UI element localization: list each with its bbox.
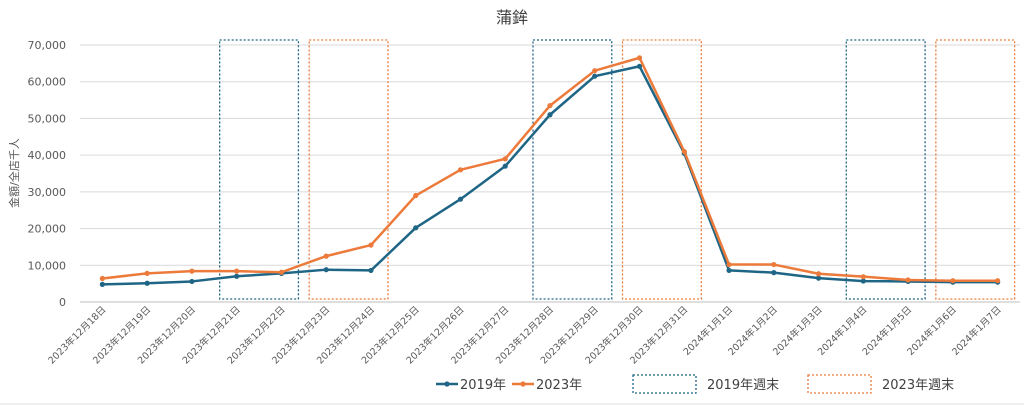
y-axis-label: 金額/全店千人 [7, 138, 21, 208]
data-point [99, 275, 105, 282]
data-point [636, 55, 643, 61]
data-point [234, 273, 240, 279]
data-point [771, 261, 777, 268]
legend: 2019年 2023年 2019年週末 2023年週末 [436, 374, 954, 394]
series-line-1 [102, 56, 998, 282]
data-point [815, 271, 822, 277]
legend-label: 2023年 [536, 378, 582, 393]
data-point [592, 73, 598, 79]
data-point [905, 277, 911, 283]
series-lines [99, 55, 1001, 287]
y-tick-label: 30,000 [28, 186, 67, 199]
data-point [726, 261, 732, 268]
data-point [860, 274, 866, 280]
weekend-highlights [219, 39, 1016, 300]
data-point [413, 192, 419, 199]
data-point [144, 280, 150, 286]
data-point [771, 270, 777, 276]
data-point [413, 225, 419, 231]
y-tick-label: 10,000 [28, 259, 67, 272]
data-point [860, 278, 866, 284]
y-tick-label: 60,000 [28, 76, 67, 89]
y-tick-label: 50,000 [28, 112, 67, 125]
y-tick-label: 40,000 [28, 149, 67, 162]
data-point [726, 267, 732, 274]
legend-marker [444, 381, 450, 387]
data-point [502, 156, 508, 162]
data-point [368, 267, 374, 274]
data-point [681, 148, 687, 155]
data-point [995, 278, 1001, 284]
data-point [950, 278, 956, 284]
chart-title: 蒲鉾 [496, 8, 528, 27]
data-point [547, 102, 553, 109]
data-point [457, 196, 464, 202]
weekend-highlight-box [532, 39, 613, 300]
weekend-highlight-box [845, 39, 926, 300]
data-point [502, 163, 508, 169]
y-tick-label: 70,000 [28, 39, 67, 52]
legend-label: 2019年週末 [707, 378, 779, 393]
data-point [368, 242, 374, 248]
legend-box-swatch [807, 374, 872, 394]
data-point [323, 267, 329, 273]
y-tick-label: 20,000 [28, 223, 67, 236]
weekend-highlight-box [935, 39, 1016, 300]
data-point [99, 281, 105, 287]
data-point [189, 268, 195, 274]
legend-label: 2019年 [460, 378, 506, 393]
data-point [815, 275, 822, 281]
data-point [234, 268, 240, 274]
legend-box-swatch [632, 374, 697, 394]
data-point [457, 167, 464, 173]
data-point [144, 270, 150, 276]
data-point [278, 269, 285, 275]
legend-label: 2023年週末 [882, 378, 954, 393]
data-point [592, 68, 598, 74]
data-point [323, 253, 329, 259]
weekend-highlight-box [219, 39, 300, 300]
x-tick-labels: 2023年12月18日2023年12月19日2023年12月20日2023年12… [46, 304, 1004, 367]
data-point [189, 278, 195, 285]
y-tick-label: 0 [59, 296, 66, 309]
weekend-highlight-box [621, 39, 702, 300]
y-tick-labels: 0 10,000 20,000 30,000 40,000 50,000 60,000 70,… [28, 39, 67, 309]
gridlines [80, 44, 1020, 303]
legend-marker [520, 381, 526, 387]
series-line-0 [102, 65, 998, 286]
weekend-highlight-box [308, 39, 389, 300]
data-point [547, 112, 553, 118]
data-point [636, 63, 643, 69]
